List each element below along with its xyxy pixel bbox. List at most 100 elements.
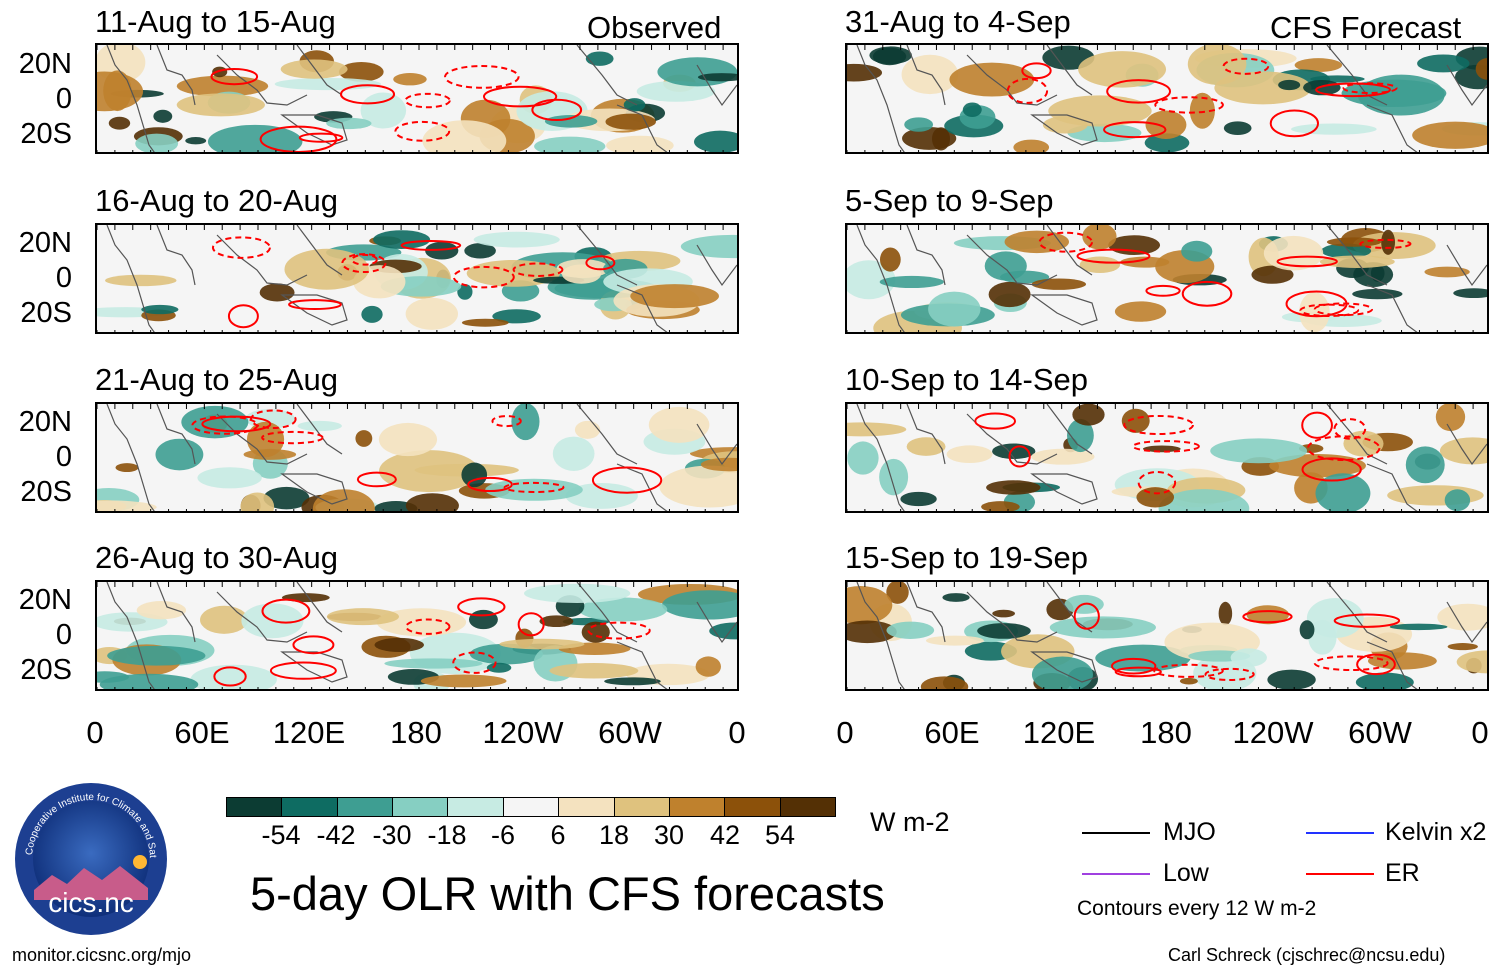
coastline	[1366, 463, 1418, 511]
olr-anomaly-blob	[338, 61, 384, 82]
olr-anomaly-blob	[1214, 71, 1312, 105]
olr-anomaly-blob	[648, 406, 710, 443]
colorbar-label: 6	[550, 820, 566, 850]
olr-anomaly-blob	[928, 291, 981, 327]
olr-anomaly-blob	[486, 662, 512, 673]
coastline	[156, 225, 196, 286]
coastline	[1046, 45, 1093, 96]
olr-anomaly-blob	[659, 465, 737, 508]
olr-anomaly-blob	[473, 231, 560, 248]
olr-anomaly-blob	[942, 593, 970, 602]
colorbar-label: -18	[427, 820, 467, 850]
olr-anomaly-blob	[552, 436, 595, 471]
coastline	[1366, 284, 1418, 332]
coastline	[280, 473, 348, 505]
olr-anomaly-blob	[984, 251, 1027, 281]
er-contour	[1145, 284, 1181, 297]
x-tick-120e: 120E	[1022, 715, 1096, 750]
olr-anomaly-blob	[585, 51, 614, 66]
er-contour	[491, 415, 522, 428]
olr-anomaly-blob	[185, 137, 207, 145]
coastline	[696, 423, 737, 466]
olr-anomaly-blob	[420, 674, 507, 688]
olr-anomaly-blob	[393, 73, 427, 86]
olr-map	[95, 43, 739, 154]
er-contour	[1269, 109, 1319, 138]
panel-title: 21-Aug to 25-Aug	[95, 362, 339, 397]
olr-anomaly-blob	[1417, 54, 1470, 73]
footer-url: monitor.cicsnc.org/mjo	[12, 945, 192, 965]
er-contour	[1306, 435, 1381, 462]
olr-anomaly-blob	[360, 92, 407, 129]
olr-anomaly-blob	[986, 480, 1041, 495]
er-contour	[467, 476, 513, 493]
coastline	[616, 641, 668, 689]
er-contour	[452, 265, 515, 289]
olr-anomaly-blob	[1095, 644, 1191, 672]
panel-title: 26-Aug to 30-Aug	[95, 540, 339, 575]
er-contour	[1008, 445, 1031, 468]
coastline	[906, 45, 946, 106]
olr-anomaly-blob	[274, 77, 382, 91]
olr-anomaly-blob	[468, 609, 498, 630]
olr-anomaly-blob	[107, 645, 206, 666]
coastline	[280, 114, 348, 146]
er-contour	[444, 64, 520, 89]
olr-anomaly-blob	[240, 492, 275, 511]
coastline	[966, 54, 1058, 106]
olr-anomaly-blob	[694, 130, 737, 152]
colorbar-label: -42	[316, 820, 356, 850]
er-contour	[227, 304, 259, 329]
olr-anomaly-blob	[153, 109, 173, 123]
olr-anomaly-blob	[405, 297, 459, 330]
y-tick-20s: 20S	[20, 654, 72, 686]
olr-anomaly-blob	[280, 59, 348, 79]
olr-anomaly-blob	[1049, 616, 1156, 639]
olr-anomaly-blob	[1144, 133, 1190, 152]
olr-anomaly-blob	[155, 438, 204, 471]
olr-anomaly-blob	[457, 283, 473, 300]
er-contour	[249, 409, 297, 430]
olr-anomaly-blob	[1142, 445, 1181, 453]
olr-anomaly-blob	[1435, 404, 1466, 432]
olr-anomaly-blob	[103, 70, 132, 112]
olr-anomaly-blob	[549, 663, 639, 679]
olr-anomaly-blob	[374, 637, 424, 653]
olr-anomaly-blob	[378, 422, 438, 457]
cfs-forecast-label: CFS Forecast	[1270, 10, 1462, 45]
coastline	[966, 591, 1058, 643]
er-contour	[1006, 77, 1049, 104]
logo-text: cics.nc	[48, 887, 134, 918]
olr-anomaly-blob	[1181, 240, 1213, 262]
olr-anomaly-blob	[1444, 489, 1471, 511]
olr-anomaly-blob	[697, 73, 737, 82]
coastline	[1446, 64, 1487, 107]
olr-anomaly-blob	[1389, 623, 1448, 631]
olr-anomaly-blob	[900, 491, 937, 507]
olr-anomaly-blob	[1246, 605, 1290, 625]
coastline	[1030, 473, 1098, 505]
coastline	[696, 64, 737, 107]
olr-anomaly-blob	[1158, 489, 1250, 511]
coastline	[156, 45, 196, 106]
coastline	[296, 225, 343, 276]
er-contour	[1021, 62, 1052, 80]
legend-line-er	[1306, 873, 1374, 875]
olr-anomaly-blob	[1120, 256, 1170, 268]
olr-anomaly-blob	[464, 243, 496, 259]
er-contour	[1301, 411, 1333, 439]
y-tick-20n: 20N	[18, 48, 72, 80]
er-contour	[1359, 238, 1412, 249]
coastline	[856, 225, 905, 332]
er-contour	[261, 598, 311, 624]
olr-anomaly-blob	[1453, 288, 1487, 299]
er-contour	[585, 255, 616, 271]
legend-line-mjo	[1082, 832, 1150, 834]
olr-anomaly-blob	[1355, 672, 1414, 689]
coastline	[1326, 225, 1388, 286]
olr-anomaly-blob	[1048, 95, 1152, 127]
olr-anomaly-blob	[425, 241, 459, 260]
y-tick-0: 0	[55, 262, 72, 294]
coastline	[576, 582, 638, 643]
olr-anomaly-blob	[544, 115, 598, 128]
